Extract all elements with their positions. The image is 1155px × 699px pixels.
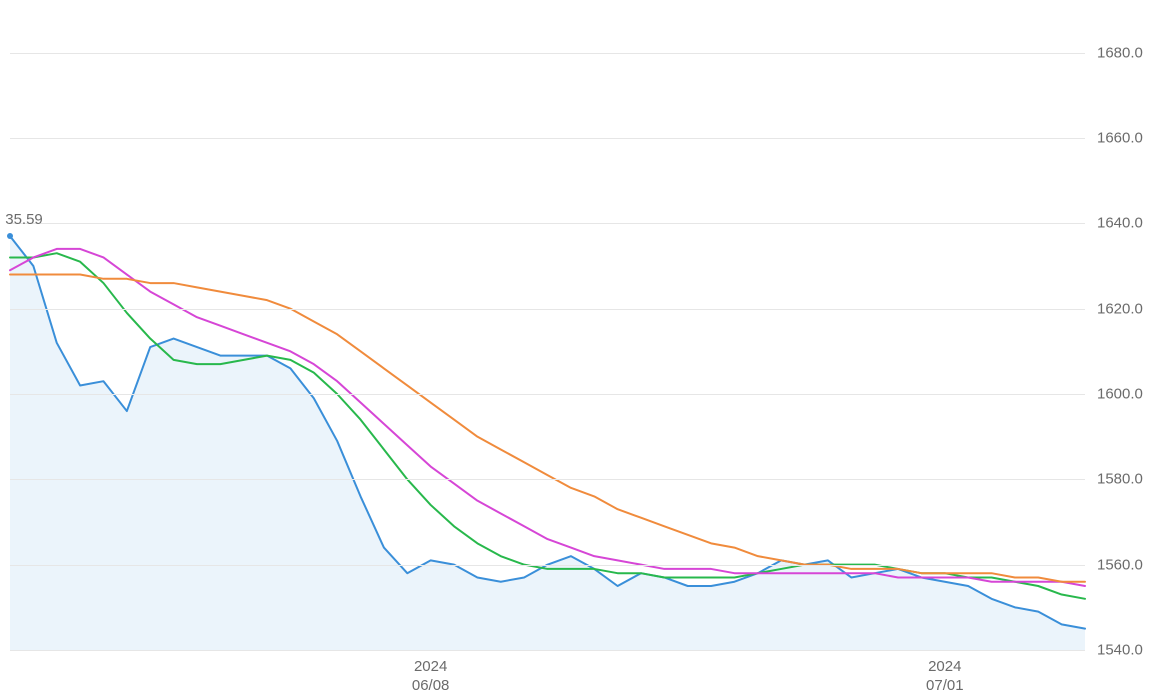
price-chart: 1540.0 1560.0 1580.0 1600.0 1620.0 1640.0 1660… xyxy=(0,0,1155,699)
start-marker-dot xyxy=(7,233,13,239)
x-axis-tick-label: 2024 06/08 xyxy=(412,658,450,696)
y-axis-tick-label: 1640.0 xyxy=(1097,215,1143,232)
gridline xyxy=(10,650,1085,651)
gridline xyxy=(10,309,1085,310)
gridline xyxy=(10,394,1085,395)
y-axis-tick-label: 1600.0 xyxy=(1097,386,1143,403)
y-axis-tick-label: 1620.0 xyxy=(1097,300,1143,317)
gridline xyxy=(10,138,1085,139)
gridline xyxy=(10,479,1085,480)
x-axis-tick-label: 2024 07/01 xyxy=(926,658,964,696)
chart-svg xyxy=(0,0,1155,699)
y-axis-tick-label: 1560.0 xyxy=(1097,556,1143,573)
y-axis-tick-label: 1580.0 xyxy=(1097,471,1143,488)
y-axis-tick-label: 1660.0 xyxy=(1097,130,1143,147)
gridline xyxy=(10,53,1085,54)
gridline xyxy=(10,565,1085,566)
y-axis-tick-label: 1680.0 xyxy=(1097,44,1143,61)
series-fill-blue xyxy=(10,236,1085,650)
y-axis-tick-label: 1540.0 xyxy=(1097,642,1143,659)
gridline xyxy=(10,223,1085,224)
point-label: 35.59 xyxy=(5,211,43,228)
